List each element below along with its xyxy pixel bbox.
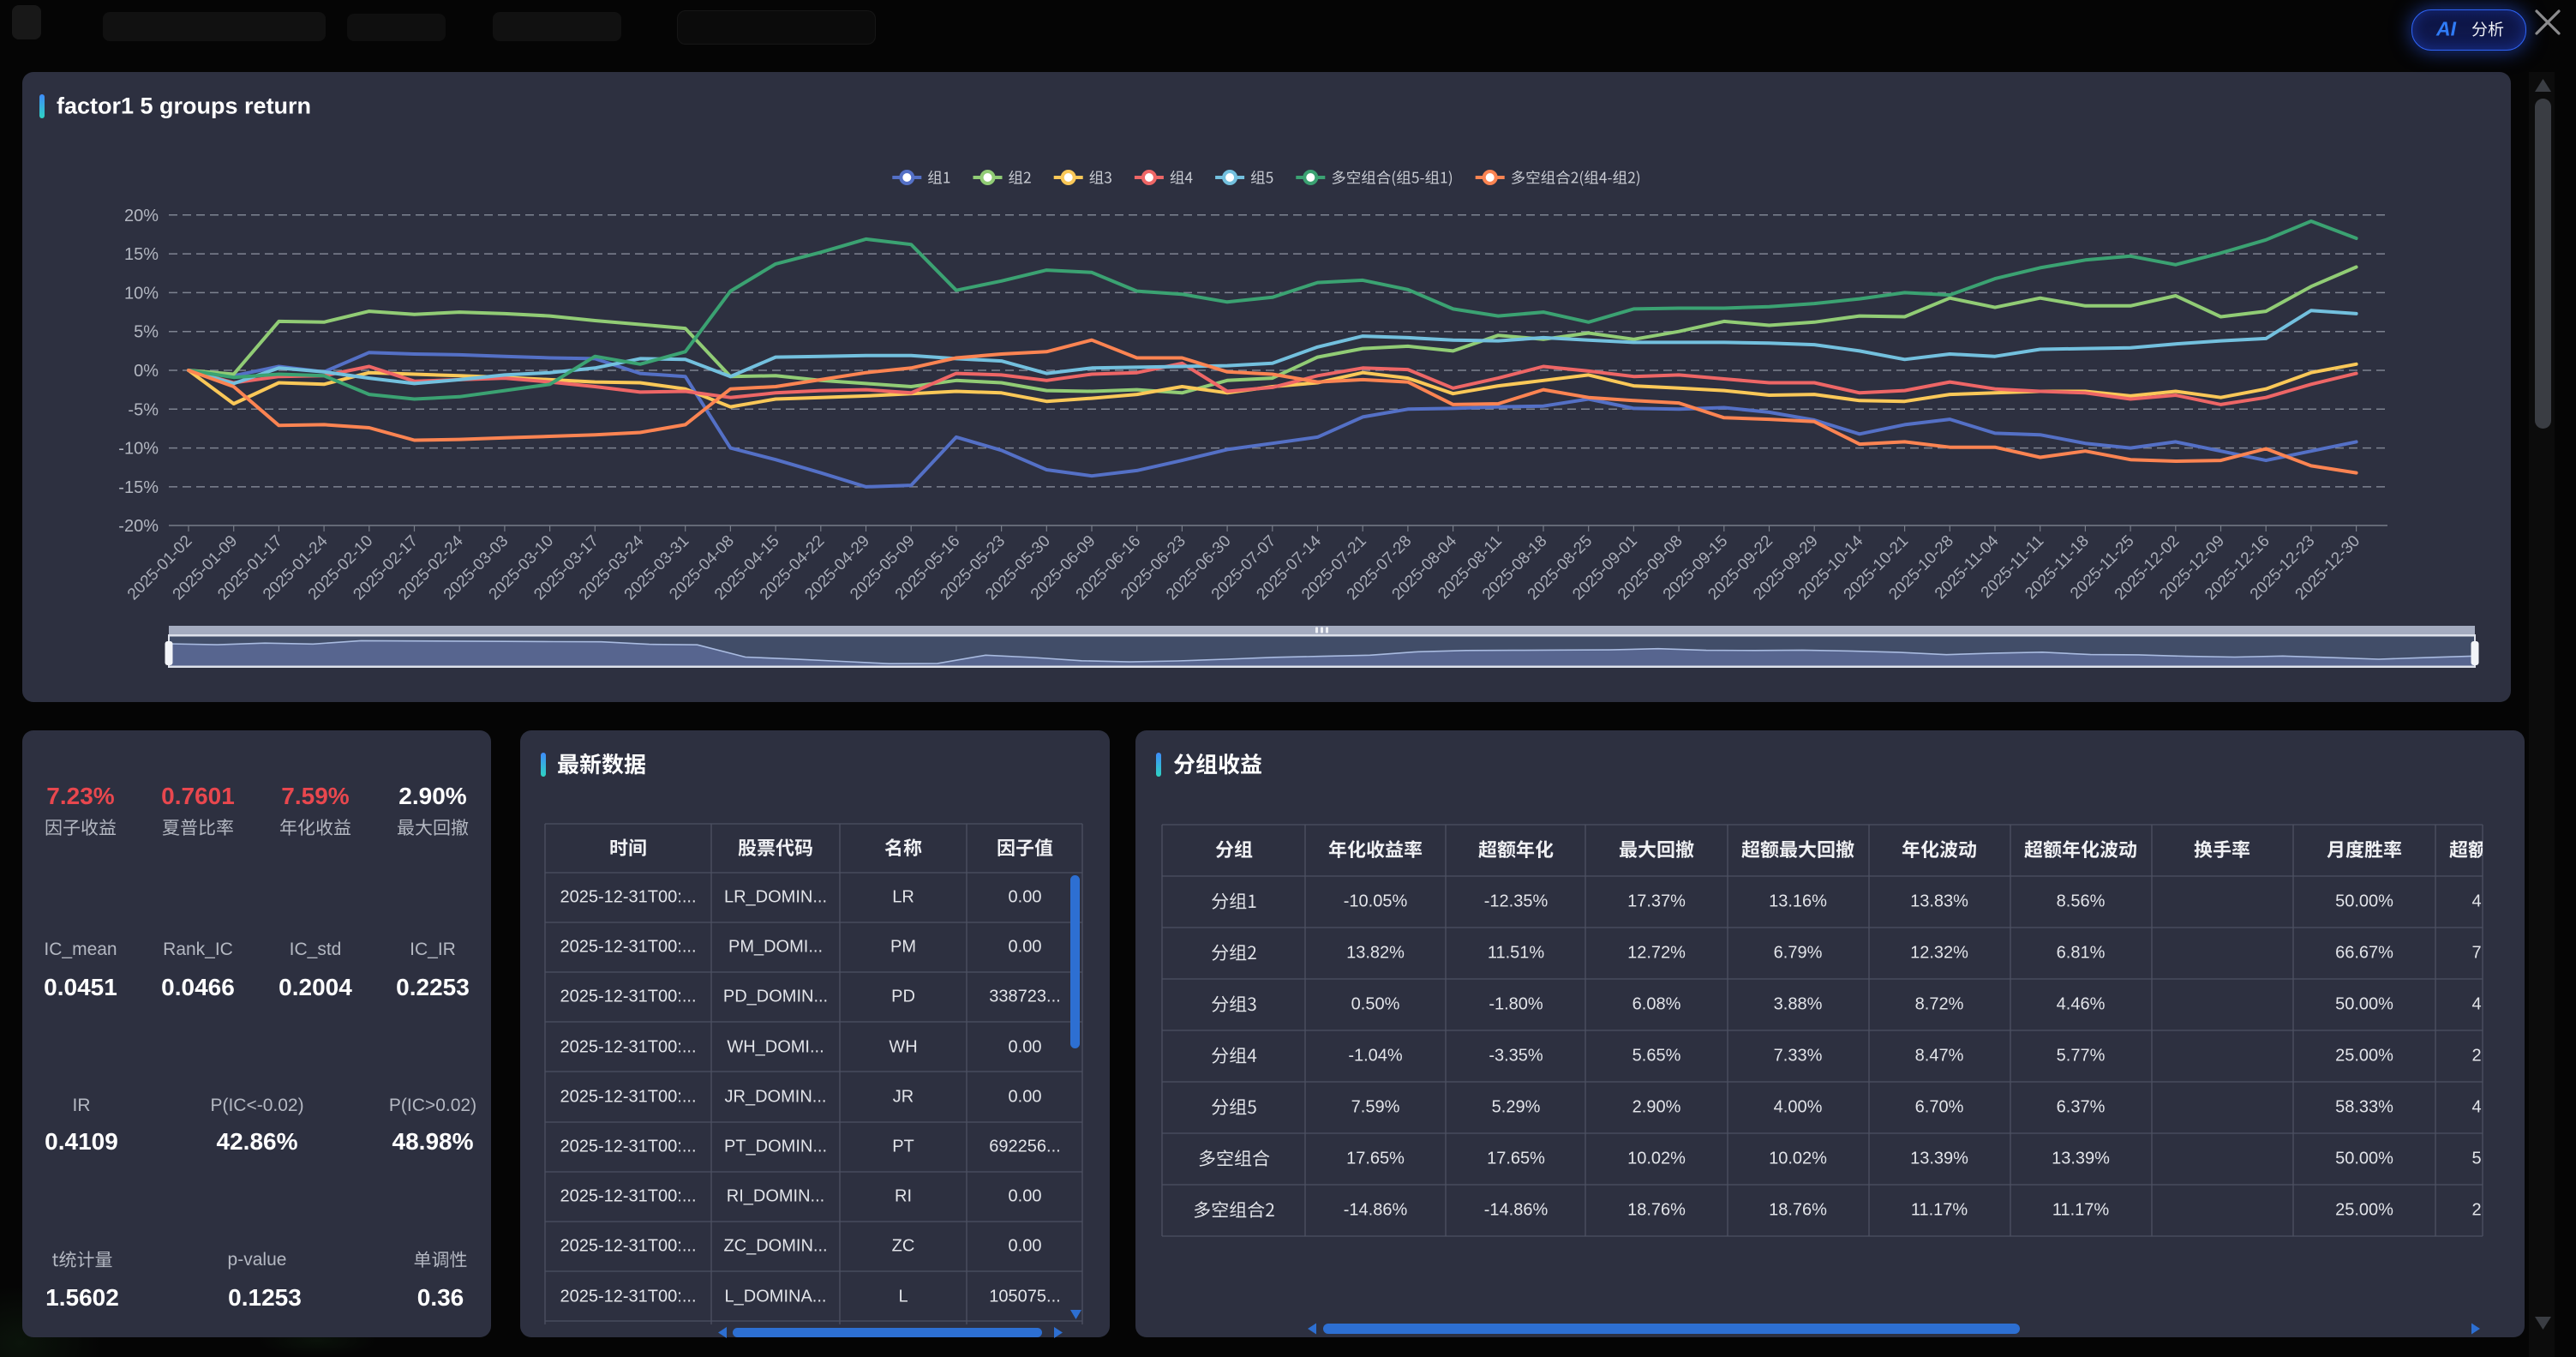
- svg-text:20%: 20%: [124, 207, 159, 225]
- svg-text:10%: 10%: [124, 284, 159, 303]
- svg-text:-5%: -5%: [128, 400, 159, 419]
- svg-text:15%: 15%: [124, 245, 159, 264]
- svg-text:-20%: -20%: [118, 517, 159, 536]
- svg-text:-10%: -10%: [118, 440, 159, 459]
- svg-text:5%: 5%: [134, 323, 159, 342]
- svg-text:0%: 0%: [134, 362, 159, 381]
- svg-text:-15%: -15%: [118, 478, 159, 497]
